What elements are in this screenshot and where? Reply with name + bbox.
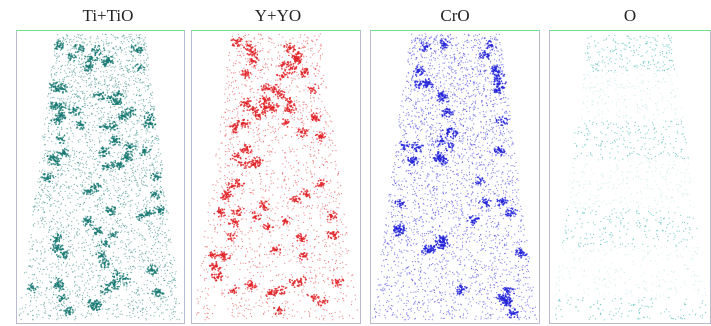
panel-label-yyo: Y+YO	[254, 6, 302, 25]
panel-label-cro: CrO	[440, 6, 470, 25]
panel-frame-cro	[370, 30, 540, 324]
atom-map-cro	[372, 33, 537, 321]
panel-frame-titio	[16, 30, 185, 324]
panel-label-titio: Ti+TiO	[82, 6, 134, 25]
panel-frame-yyo	[191, 30, 361, 324]
atom-map-yyo	[196, 33, 358, 321]
atom-map-o	[555, 34, 707, 321]
atom-map-titio	[18, 33, 183, 321]
panel-label-o: O	[623, 6, 637, 25]
